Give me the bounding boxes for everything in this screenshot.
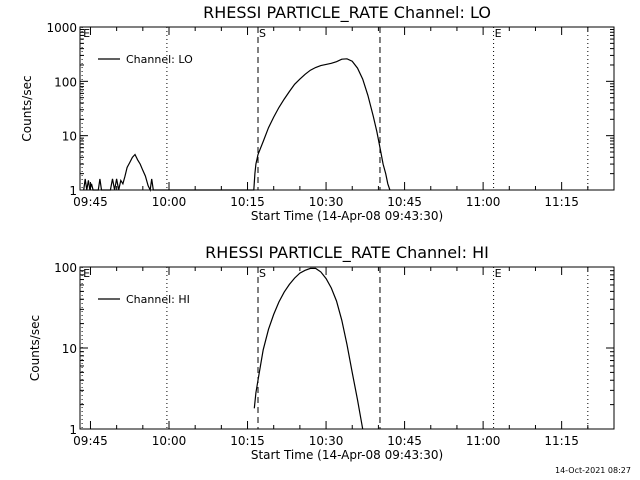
legend-label: Channel: HI [126, 293, 190, 306]
legend-label: Channel: LO [126, 53, 193, 66]
x-tick-label: 11:00 [466, 195, 501, 209]
x-tick-label: 10:00 [152, 434, 187, 448]
chart-panel-1: RHESSI PARTICLE_RATE Channel: LO 09:45 10:… [20, 3, 615, 223]
chart-title: RHESSI PARTICLE_RATE Channel: HI [205, 243, 489, 263]
x-tick-label: 11:15 [544, 434, 579, 448]
x-tick-label: 10:45 [387, 434, 422, 448]
y-tick-label: 10 [62, 342, 77, 356]
event-marker-label: E [83, 27, 90, 40]
x-tick-label: 11:00 [466, 434, 501, 448]
y-tick-label: 1 [69, 184, 77, 198]
plot-frame [79, 26, 615, 191]
event-marker-label: E [83, 267, 90, 280]
x-tick-label: 10:15 [230, 195, 265, 209]
y-axis-label: Counts/sec [28, 315, 42, 381]
x-tick-label: 09:45 [73, 195, 108, 209]
event-marker-label: S [259, 267, 266, 280]
series-line [83, 58, 391, 193]
y-tick-label: 1 [69, 423, 77, 437]
event-marker-label: E [495, 267, 502, 280]
y-axis-label: Counts/sec [20, 75, 34, 141]
plot-frame [79, 266, 615, 430]
x-axis-label: Start Time (14-Apr-08 09:43:30) [251, 448, 443, 462]
chart-panel-2: RHESSI PARTICLE_RATE Channel: HI 09:45 10:… [28, 243, 615, 462]
x-tick-label: 10:30 [309, 195, 344, 209]
footer-timestamp: 14-Oct-2021 08:27 [555, 466, 631, 475]
x-tick-label: 09:45 [73, 434, 108, 448]
x-axis-label: Start Time (14-Apr-08 09:43:30) [251, 209, 443, 223]
x-tick-label: 10:15 [230, 434, 265, 448]
series-line [253, 267, 364, 430]
x-tick-label: 10:30 [309, 434, 344, 448]
event-marker-label: S [259, 27, 266, 40]
x-tick-label: 11:15 [544, 195, 579, 209]
x-tick-label: 10:00 [152, 195, 187, 209]
y-tick-label: 100 [54, 75, 77, 89]
event-marker-label: E [495, 27, 502, 40]
y-tick-label: 10 [62, 130, 77, 144]
y-tick-label: 100 [54, 261, 77, 275]
x-tick-label: 10:45 [387, 195, 422, 209]
y-tick-label: 1000 [46, 21, 77, 35]
chart-title: RHESSI PARTICLE_RATE Channel: LO [203, 3, 491, 23]
